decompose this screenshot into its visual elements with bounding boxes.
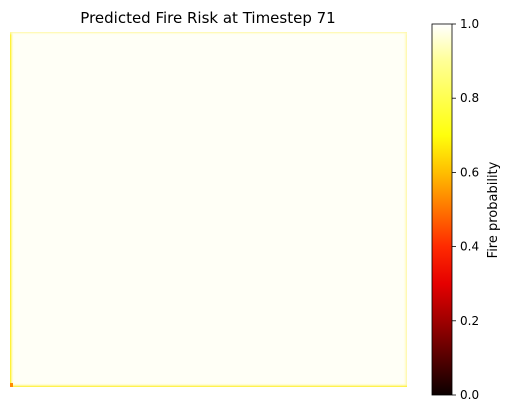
- colorbar-tick-label: 0.8: [460, 91, 479, 105]
- colorbar-gradient: [431, 23, 453, 396]
- colorbar-tick-label: 0.6: [460, 165, 479, 179]
- colorbar-ticks: 0.0 0.2 0.4 0.6 0.8 1.0: [452, 17, 479, 402]
- heatmap-top-edge: [10, 32, 407, 35]
- chart-title: Predicted Fire Risk at Timestep 71: [80, 9, 335, 27]
- heatmap-area: [10, 32, 407, 387]
- colorbar-tick-label: 0.2: [460, 314, 479, 328]
- colorbar-label: Fire probability: [486, 161, 501, 258]
- heatmap-left-edge: [10, 32, 14, 387]
- heatmap-corner-bottom-left: [10, 383, 13, 387]
- colorbar-tick-label: 0.4: [460, 240, 479, 254]
- heatmap-right-edge: [403, 32, 407, 387]
- heatmap-interior: [10, 32, 407, 387]
- colorbar-tick-label: 1.0: [460, 17, 479, 31]
- heatmap-bottom-edge: [10, 383, 407, 387]
- colorbar-tick-label: 0.0: [460, 388, 479, 402]
- colorbar: 0.0 0.2 0.4 0.6 0.8 1.0 Fire probability: [431, 17, 501, 402]
